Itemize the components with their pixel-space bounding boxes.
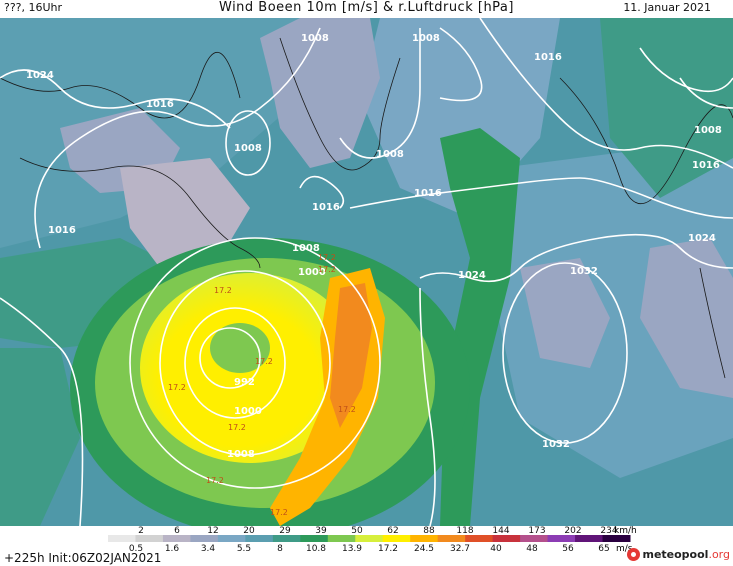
logo-tld: .org: [708, 548, 730, 561]
legend-kmh-label: 29: [279, 526, 291, 536]
isobar-label: 1032: [570, 266, 598, 277]
gust-label: 17.2: [168, 383, 186, 392]
legend-swatch: [327, 535, 356, 542]
legend-ms-label: 0.5: [129, 544, 143, 552]
isobar-label: 992: [234, 377, 255, 388]
legend-kmh-label: 6: [174, 526, 180, 536]
legend-ms-label: 48: [526, 544, 538, 552]
legend-ms-label: 17.2: [378, 544, 398, 552]
legend-ms-label: 40: [490, 544, 502, 552]
legend-kmh-label: 12: [207, 526, 218, 536]
gust-label: 17.2: [255, 357, 273, 366]
legend-ms-label: 56: [562, 544, 574, 552]
isobar-label: 1016: [146, 99, 174, 110]
gust-label: 17.2: [270, 508, 288, 517]
wind-gust-map: 1008 1024 1016 1008 1008 1016 1016 1008 …: [0, 18, 733, 526]
gust-label: 17.2: [318, 265, 336, 274]
legend-ms-label: 32.7: [450, 544, 470, 552]
isobar-lines: [0, 18, 733, 526]
isobar-label: 1024: [688, 233, 716, 244]
isobar-label: 1008: [412, 33, 440, 44]
legend-ms-label: 8: [277, 544, 283, 552]
legend-kmh-label: 2: [138, 526, 144, 536]
isobar-label: 1032: [542, 439, 570, 450]
legend-kmh-label: 144: [492, 526, 509, 536]
header: ???, 16Uhr Wind Boeen 10m [m/s] & r.Luft…: [0, 0, 733, 18]
legend-ms-label: 5.5: [237, 544, 251, 552]
isobar-label: 1008: [234, 143, 262, 154]
legend-swatch: [520, 535, 549, 542]
isobar-label: 1008: [301, 33, 329, 44]
run-info: +225h Init:06Z02JAN2021: [4, 551, 162, 565]
legend-ms-label: 24.5: [414, 544, 434, 552]
legend-ms-label: 1.6: [165, 544, 180, 552]
isobar-label: 1008: [227, 449, 255, 460]
isobar-label: 1008: [292, 243, 320, 254]
legend-swatch: [547, 535, 576, 542]
gust-label: 17.2: [228, 423, 246, 432]
legend-swatch: [300, 535, 329, 542]
legend-swatch: [437, 535, 466, 542]
legend-swatch: [492, 535, 521, 542]
legend-ms-label: 13.9: [342, 544, 362, 552]
legend-swatch: [190, 535, 219, 542]
isobar-label: 1016: [414, 188, 442, 199]
legend-ms-label: 65: [598, 544, 609, 552]
isobar-label: 1016: [312, 202, 340, 213]
isobar-label: 1000: [234, 406, 262, 417]
logo-icon: [627, 548, 641, 561]
isobar-label: 1008: [376, 149, 404, 160]
isobar-label: 1016: [534, 52, 562, 63]
legend-kmh-label: 202: [564, 526, 581, 536]
legend-swatch: [382, 535, 411, 542]
legend-swatch: [410, 535, 439, 542]
legend-swatch: [465, 535, 494, 542]
legend-swatch: [245, 535, 274, 542]
gust-label: 17.2: [214, 286, 232, 295]
legend-ms-unit: m/s: [616, 544, 633, 552]
gust-label: 17.2: [338, 405, 356, 414]
legend-swatch: [602, 535, 631, 542]
legend-swatch: [162, 535, 191, 542]
map-title: Wind Boeen 10m [m/s] & r.Luftdruck [hPa]: [219, 0, 514, 15]
gust-label: 17.2: [318, 253, 336, 262]
isobar-label: 1024: [458, 270, 486, 281]
legend-swatch: [108, 535, 136, 542]
legend-kmh-label: 88: [423, 526, 435, 536]
gust-label: 17.2: [206, 476, 224, 485]
gust-labels: 17.2 17.2 17.2 17.2 17.2 17.2 17.2 17.2 …: [168, 253, 356, 517]
legend-kmh-label: 118: [456, 526, 473, 536]
legend-kmh-label: 39: [315, 526, 327, 536]
isobar-label: 1016: [692, 160, 720, 171]
legend-kmh-label: 173: [528, 526, 545, 536]
isobar-label: 1016: [48, 225, 76, 236]
legend-swatch: [217, 535, 246, 542]
legend-swatch: [355, 535, 384, 542]
legend-kmh-label: 62: [387, 526, 398, 536]
legend-swatch: [575, 535, 604, 542]
legend-swatch: [135, 535, 164, 542]
legend-kmh-label: 234: [600, 526, 617, 536]
isobar-labels: 1008 1024 1016 1008 1008 1016 1016 1008 …: [26, 33, 722, 460]
legend-kmh-label: 20: [243, 526, 255, 536]
meteopool-logo: meteopool .org: [627, 548, 730, 561]
legend-ms-label: 10.8: [306, 544, 326, 552]
color-legend: 2 6 12 20 29 39 50 62 88 118 144 173 202 234 km/h 0.5 1.…: [0, 526, 733, 566]
isobar-label: 1000: [298, 267, 326, 278]
legend-ms-label: 3.4: [201, 544, 216, 552]
logo-name: meteopool: [642, 548, 709, 561]
forecast-time: ???, 16Uhr: [4, 1, 63, 14]
isobar-label: 1024: [26, 70, 54, 81]
legend-swatch: [272, 535, 301, 542]
legend-kmh-label: 50: [351, 526, 363, 536]
isobar-label: 1008: [694, 125, 722, 136]
legend-kmh-unit: km/h: [614, 526, 637, 536]
forecast-date: 11. Januar 2021: [623, 1, 711, 14]
